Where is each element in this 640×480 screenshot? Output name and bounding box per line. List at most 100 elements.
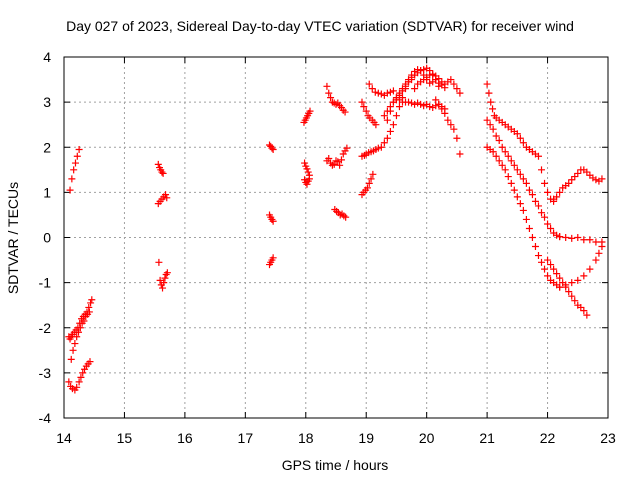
data-point — [547, 224, 555, 232]
data-point — [154, 160, 162, 168]
plot-frame — [63, 56, 609, 419]
data-point — [372, 121, 380, 129]
y-tick-label: -4 — [39, 410, 52, 426]
y-tick-label: -1 — [39, 275, 52, 291]
data-point — [426, 71, 434, 79]
data-point — [528, 234, 536, 241]
data-series-segment — [432, 96, 464, 158]
data-point — [343, 144, 351, 152]
data-series-segment — [65, 296, 96, 343]
data-point — [435, 75, 443, 83]
data-point — [568, 292, 576, 300]
data-point — [383, 89, 391, 97]
data-point — [571, 297, 579, 305]
data-point — [268, 144, 276, 152]
data-point — [365, 179, 373, 187]
data-point — [79, 369, 87, 377]
data-point — [65, 378, 73, 386]
data-point — [81, 365, 89, 373]
data-point — [556, 274, 564, 282]
data-point — [77, 373, 85, 381]
data-point — [383, 134, 391, 142]
data-point — [405, 76, 413, 84]
data-point — [86, 358, 94, 366]
data-point — [562, 234, 570, 241]
data-point — [531, 197, 539, 205]
data-point — [408, 71, 416, 79]
data-point — [330, 160, 338, 168]
data-point — [71, 340, 79, 348]
data-points — [65, 64, 606, 394]
data-point — [75, 146, 83, 154]
data-point — [331, 206, 339, 214]
data-point — [432, 96, 440, 104]
data-point — [337, 156, 345, 164]
data-point — [303, 180, 311, 188]
data-point — [534, 152, 542, 160]
data-point — [411, 85, 419, 93]
data-point — [510, 186, 518, 194]
data-point — [363, 184, 371, 192]
data-point — [70, 166, 78, 174]
data-series-segment — [300, 107, 314, 126]
data-point — [519, 206, 527, 214]
data-point — [485, 89, 493, 97]
data-point — [417, 100, 425, 108]
data-point — [438, 105, 446, 113]
data-series-segment — [556, 243, 606, 291]
data-point — [538, 258, 546, 266]
data-point — [395, 103, 403, 111]
data-series-segment — [365, 80, 397, 99]
data-point — [69, 346, 77, 354]
data-point — [598, 243, 606, 251]
data-point — [492, 152, 500, 160]
data-point — [362, 107, 370, 115]
data-point — [556, 188, 564, 196]
data-point — [516, 200, 524, 208]
data-point — [522, 179, 530, 187]
data-point — [568, 234, 576, 242]
data-point — [159, 284, 167, 292]
data-series-segment — [411, 70, 464, 97]
data-series-segment — [323, 144, 351, 169]
data-point — [160, 279, 168, 287]
data-point — [342, 213, 350, 221]
data-point — [369, 170, 377, 178]
data-point — [595, 249, 603, 257]
x-tick-label: 17 — [238, 430, 254, 446]
data-point — [492, 132, 500, 140]
data-series-segment — [331, 206, 350, 221]
data-point — [580, 272, 588, 280]
data-series-segment — [66, 146, 83, 194]
data-point — [580, 307, 588, 315]
data-point — [368, 85, 376, 93]
data-point — [583, 168, 591, 176]
x-axis-label: GPS time / hours — [281, 457, 389, 473]
data-point — [534, 252, 542, 260]
data-point — [483, 80, 491, 88]
data-point — [456, 150, 464, 158]
data-point — [156, 276, 164, 284]
data-point — [483, 116, 491, 124]
data-series-segment — [550, 166, 606, 203]
data-point — [380, 112, 388, 120]
data-point — [486, 121, 494, 129]
data-point — [528, 191, 536, 199]
data-point — [414, 66, 422, 74]
data-point — [489, 125, 497, 133]
data-point — [498, 161, 506, 169]
data-series-segment — [266, 254, 277, 269]
data-point — [386, 127, 394, 135]
data-point — [519, 139, 527, 147]
data-series-segment — [483, 116, 564, 241]
x-tick-label: 19 — [358, 430, 374, 446]
x-tick-label: 21 — [479, 430, 495, 446]
data-point — [556, 233, 564, 241]
data-point — [522, 215, 530, 223]
data-point — [565, 288, 573, 296]
data-point — [544, 256, 552, 264]
data-point — [377, 90, 385, 98]
data-point — [516, 170, 524, 178]
data-series-segment — [154, 191, 171, 208]
data-point — [305, 175, 313, 183]
